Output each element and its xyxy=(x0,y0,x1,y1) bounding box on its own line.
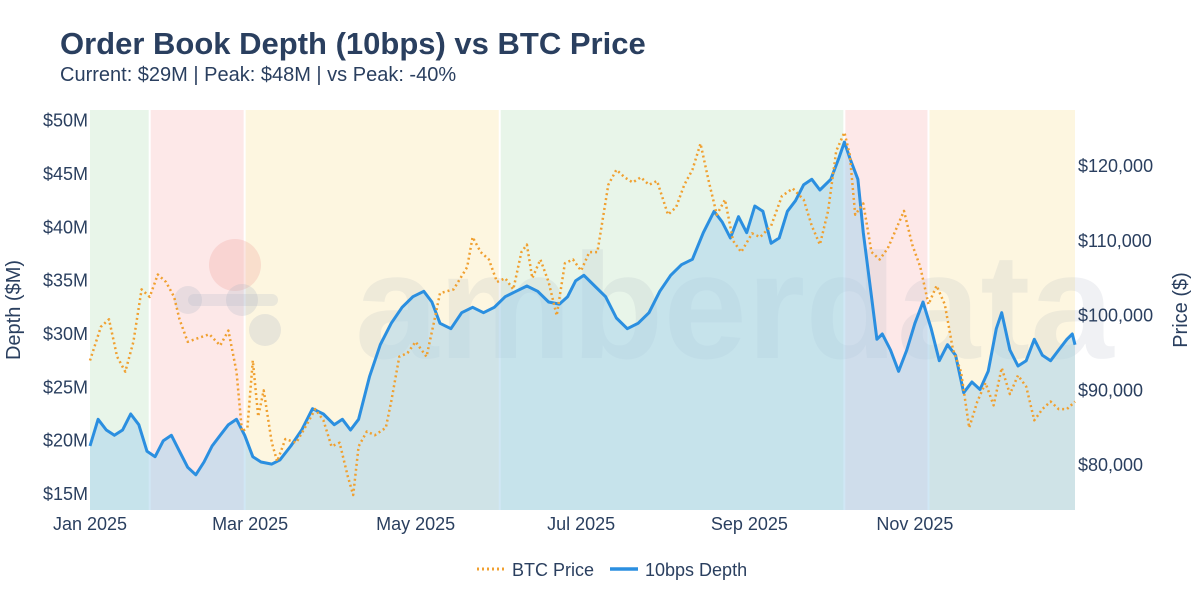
y-left-tick-label: $15M xyxy=(43,484,88,504)
legend-depth-label: 10bps Depth xyxy=(645,560,747,580)
y-left-tick-label: $40M xyxy=(43,217,88,237)
y-left-tick-label: $25M xyxy=(43,377,88,397)
btc-price-line xyxy=(88,131,1076,497)
amberdata-logo-icon xyxy=(174,239,281,346)
x-tick-label: Jan 2025 xyxy=(53,514,127,534)
y-right-axis-title: Price ($) xyxy=(1170,272,1192,348)
x-tick-label: Mar 2025 xyxy=(212,514,288,534)
y-left-axis-title: Depth ($M) xyxy=(3,260,25,360)
y-right-tick-label: $100,000 xyxy=(1078,306,1153,326)
x-tick-label: May 2025 xyxy=(376,514,455,534)
axes: $15M $20M $25M $30M $35M $40M $45M $50M $80,000 $… xyxy=(3,111,1192,534)
x-tick-label: Nov 2025 xyxy=(876,514,953,534)
y-left-tick-label: $30M xyxy=(43,324,88,344)
chart-title: Order Book Depth (10bps) vs BTC Price xyxy=(60,26,646,61)
legend-btc-price-label: BTC Price xyxy=(512,560,594,580)
y-right-tick-label: $80,000 xyxy=(1078,455,1143,475)
y-right-tick-label: $90,000 xyxy=(1078,380,1143,400)
y-left-tick-label: $50M xyxy=(43,111,88,131)
depth-area xyxy=(90,142,1075,510)
y-left-tick-label: $35M xyxy=(43,271,88,291)
legend: BTC Price 10bps Depth xyxy=(477,560,747,580)
y-left-tick-label: $45M xyxy=(43,164,88,184)
chart-subtitle: Current: $29M | Peak: $48M | vs Peak: -4… xyxy=(60,64,457,86)
x-tick-label: Jul 2025 xyxy=(547,514,615,534)
y-right-tick-label: $110,000 xyxy=(1078,231,1152,251)
x-tick-label: Sep 2025 xyxy=(711,514,788,534)
price-series xyxy=(88,131,1076,497)
y-right-tick-label: $120,000 xyxy=(1078,156,1153,176)
y-left-tick-label: $20M xyxy=(43,431,88,451)
